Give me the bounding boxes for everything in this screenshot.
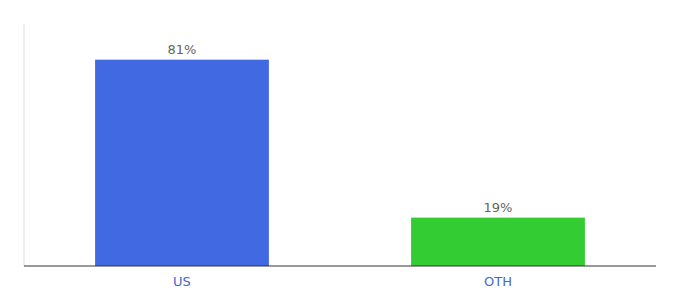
y-range-line bbox=[24, 24, 25, 266]
bar bbox=[411, 218, 585, 266]
data-label: 81% bbox=[168, 42, 197, 57]
x-tick-label: US bbox=[173, 274, 191, 289]
bar bbox=[95, 60, 269, 266]
data-label: 19% bbox=[484, 200, 513, 215]
bars bbox=[95, 60, 585, 266]
x-tick-label: OTH bbox=[484, 274, 512, 289]
chart-container: 81% 19% US OTH bbox=[0, 0, 680, 300]
chart: 81% 19% US OTH bbox=[0, 0, 680, 300]
x-axis-line bbox=[24, 266, 656, 267]
